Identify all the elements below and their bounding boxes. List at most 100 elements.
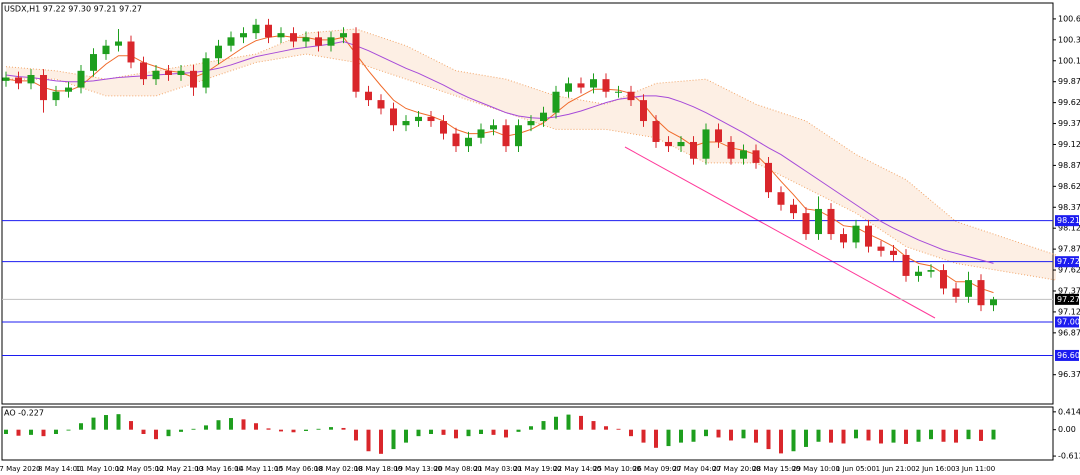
x-tick-label: 15 May 06:00	[275, 465, 323, 473]
ao-bar	[366, 429, 371, 452]
candle-body	[190, 70, 197, 88]
candle-body	[377, 100, 385, 109]
y-tick-label: 96.87	[1058, 328, 1080, 337]
candle-body	[765, 162, 772, 193]
ao-bar	[766, 429, 771, 450]
ao-bar	[654, 429, 658, 448]
ao-bar	[666, 429, 671, 447]
ao-bar	[591, 421, 596, 430]
y-tick-label: -0.612	[1058, 452, 1080, 461]
candle-body	[302, 37, 310, 42]
candle-body	[952, 288, 960, 297]
candle-body	[865, 225, 872, 247]
level-label: 98.21	[1057, 216, 1080, 225]
ao-bar	[304, 429, 308, 431]
y-tick-label: 0.414	[1058, 407, 1080, 416]
ao-bar	[879, 429, 883, 444]
candle-body	[990, 299, 997, 306]
candle-body	[890, 250, 897, 255]
candle-body	[427, 116, 435, 122]
candle-body	[515, 125, 522, 147]
ao-bar	[191, 428, 196, 430]
ao-bar	[554, 416, 558, 430]
level-box	[1055, 256, 1079, 268]
y-tick-label: 96.37	[1058, 370, 1080, 379]
cloud-area	[6, 28, 1056, 281]
ao-bar	[904, 429, 908, 444]
candle-body	[802, 213, 810, 235]
ao-bar	[854, 429, 858, 439]
ao-bar	[891, 429, 896, 443]
ao-bar	[4, 429, 8, 434]
x-tick-label: 29 May 10:00	[792, 465, 840, 473]
x-tick-label: 1 Jun 21:00	[876, 465, 916, 473]
candle-body	[465, 137, 472, 147]
candle-body	[840, 234, 847, 243]
y-tick-label: 100.12	[1058, 56, 1080, 65]
candle-body	[390, 108, 397, 126]
ao-bar	[29, 429, 33, 435]
y-tick-label: 100.62	[1058, 14, 1080, 23]
ao-bar	[616, 428, 621, 430]
candle-body	[40, 74, 47, 101]
y-tick-label: 99.87	[1058, 77, 1080, 86]
ao-bar	[491, 429, 496, 435]
level-box	[1055, 349, 1079, 361]
ao-bar	[241, 419, 246, 430]
candle-body	[240, 33, 247, 38]
candle-body	[127, 41, 135, 63]
ao-bar	[979, 429, 983, 441]
y-tick-label: 98.12	[1058, 224, 1080, 233]
trend-channel	[624, 146, 936, 319]
main-panel	[1, 2, 1054, 405]
ao-bar	[179, 429, 183, 432]
ao-bar	[141, 429, 146, 434]
ao-bar	[691, 429, 696, 442]
candle-body	[77, 70, 85, 88]
ao-bar	[779, 429, 783, 454]
x-tick-label: 27 May 04:00	[673, 465, 721, 473]
candle-body	[327, 37, 335, 46]
candle-body	[715, 129, 722, 142]
candle-body	[177, 70, 185, 75]
candle-body	[915, 271, 922, 276]
candle-body	[977, 280, 985, 306]
candle-body	[402, 121, 410, 126]
y-tick-label: 98.87	[1058, 161, 1080, 170]
ao-bar	[841, 429, 846, 444]
candle-body	[577, 83, 585, 88]
candle-body	[615, 91, 622, 93]
level-label: 96.60	[1057, 351, 1080, 360]
ao-bar	[816, 429, 821, 442]
ao-bar	[54, 429, 58, 434]
x-tick-label: 11 May 10:00	[76, 465, 124, 473]
candle-body	[552, 91, 560, 113]
ao-bar	[104, 415, 108, 430]
candle-body	[365, 91, 372, 101]
candle-body	[340, 33, 347, 38]
x-tick-label: 7 May 2020	[0, 465, 41, 473]
candle-body	[777, 192, 785, 205]
candle-body	[452, 133, 460, 147]
ao-bar	[991, 429, 996, 440]
ao-bar	[929, 429, 933, 440]
y-tick-label: 99.62	[1058, 98, 1080, 107]
candle-body	[202, 58, 210, 88]
ao-bar	[579, 415, 583, 430]
cloud-upper	[5, 28, 1057, 256]
candle-body	[15, 77, 22, 84]
x-tick-label: 18 May 18:00	[354, 465, 402, 473]
ao-bar	[866, 429, 871, 441]
ao-bar	[266, 428, 271, 430]
ao-title: AO -0.227	[4, 409, 44, 418]
ao-bar	[416, 429, 421, 437]
ao-bar	[479, 429, 483, 434]
candle-body	[277, 33, 285, 38]
ao-bar	[804, 429, 808, 447]
candle-body	[90, 54, 97, 71]
ao-bar	[504, 429, 508, 438]
x-tick-label: 3 Jun 11:00	[955, 465, 995, 473]
candle-body	[640, 100, 647, 122]
